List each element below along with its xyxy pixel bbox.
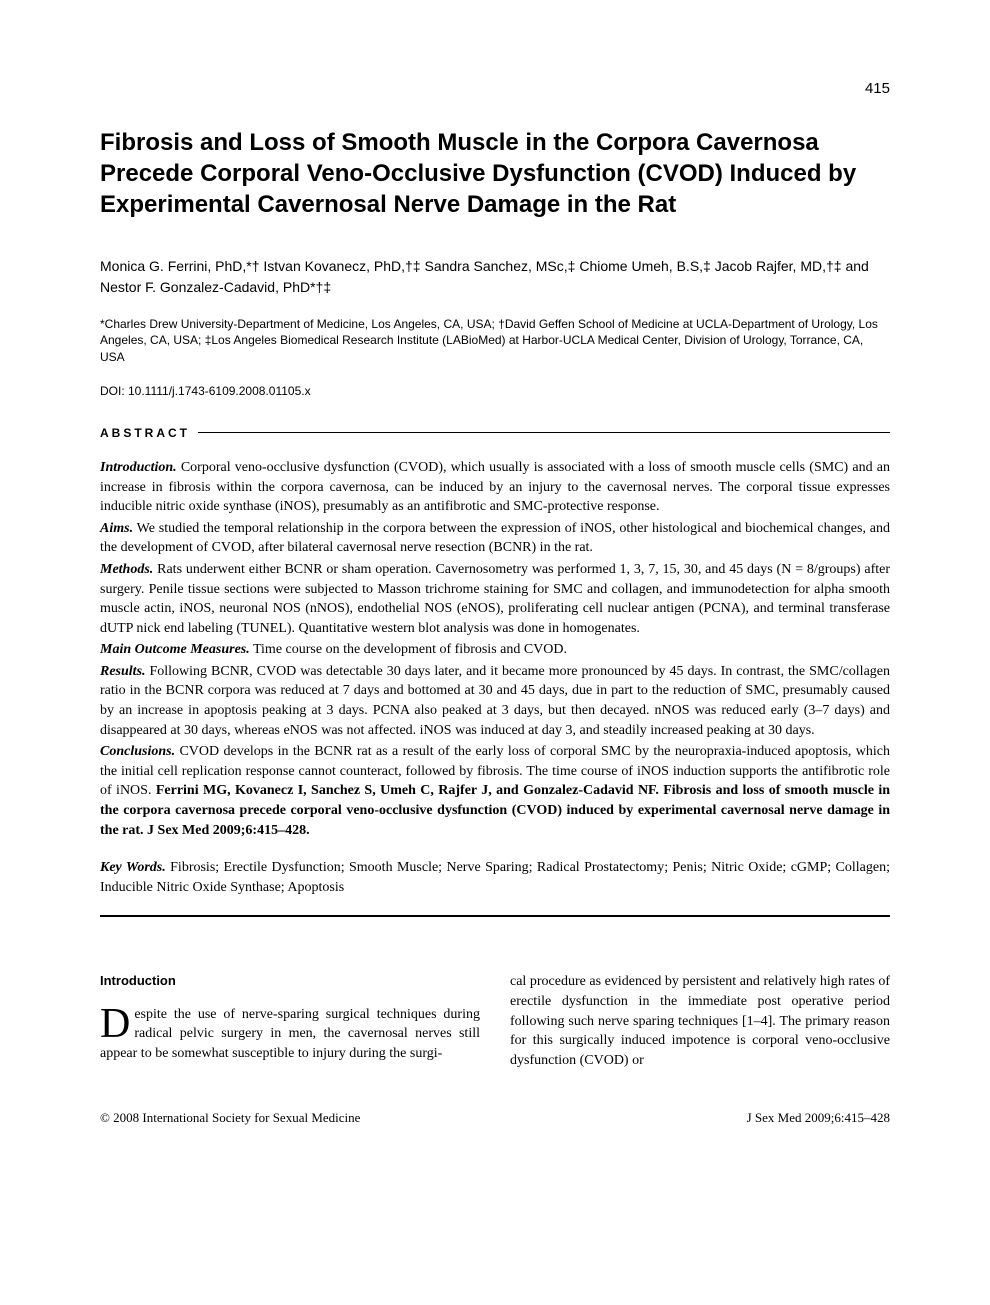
abstract-methods-label: Methods.: [100, 562, 153, 577]
footer-journal-ref: J Sex Med 2009;6:415–428: [747, 1110, 890, 1126]
abstract-citation: Ferrini MG, Kovanecz I, Sanchez S, Umeh …: [100, 783, 890, 837]
abstract-aims-label: Aims.: [100, 521, 133, 536]
affiliations: *Charles Drew University-Department of M…: [100, 316, 890, 366]
page-footer: © 2008 International Society for Sexual …: [100, 1110, 890, 1126]
section-divider: [100, 915, 890, 917]
abstract-aims: Aims. We studied the temporal relationsh…: [100, 519, 890, 558]
intro-paragraph-left: Despite the use of nerve-sparing surgica…: [100, 1005, 480, 1064]
authors-line: Monica G. Ferrini, PhD,*† Istvan Kovanec…: [100, 256, 890, 298]
introduction-heading: Introduction: [100, 972, 480, 990]
keywords: Key Words. Fibrosis; Erectile Dysfunctio…: [100, 858, 890, 897]
abstract-conclusions-label: Conclusions.: [100, 744, 175, 759]
abstract-outcomes: Main Outcome Measures. Time course on th…: [100, 640, 890, 660]
column-right: cal procedure as evidenced by persistent…: [510, 972, 890, 1070]
intro-col1-text: espite the use of nerve-sparing surgical…: [100, 1007, 480, 1061]
footer-copyright: © 2008 International Society for Sexual …: [100, 1110, 360, 1126]
abstract-body: Introduction. Corporal veno-occlusive dy…: [100, 458, 890, 840]
column-left: Introduction Despite the use of nerve-sp…: [100, 972, 480, 1070]
abstract-introduction: Introduction. Corporal veno-occlusive dy…: [100, 458, 890, 517]
abstract-conclusions: Conclusions. CVOD develops in the BCNR r…: [100, 742, 890, 840]
abstract-outcomes-label: Main Outcome Measures.: [100, 642, 250, 657]
abstract-aims-text: We studied the temporal relationship in …: [100, 521, 890, 556]
intro-paragraph-right: cal procedure as evidenced by persistent…: [510, 972, 890, 1070]
abstract-introduction-text: Corporal veno-occlusive dysfunction (CVO…: [100, 460, 890, 514]
abstract-methods: Methods. Rats underwent either BCNR or s…: [100, 560, 890, 638]
abstract-label: ABSTRACT: [100, 426, 190, 440]
doi: DOI: 10.1111/j.1743-6109.2008.01105.x: [100, 384, 890, 398]
body-columns: Introduction Despite the use of nerve-sp…: [100, 972, 890, 1070]
abstract-rule: [198, 432, 890, 433]
abstract-outcomes-text: Time course on the development of fibros…: [250, 642, 567, 657]
abstract-results-label: Results.: [100, 664, 146, 679]
page-number: 415: [100, 80, 890, 97]
dropcap: D: [100, 1005, 134, 1043]
abstract-introduction-label: Introduction.: [100, 460, 177, 475]
abstract-methods-text: Rats underwent either BCNR or sham opera…: [100, 562, 890, 636]
abstract-header: ABSTRACT: [100, 426, 890, 440]
keywords-label: Key Words.: [100, 860, 166, 875]
abstract-results-text: Following BCNR, CVOD was detectable 30 d…: [100, 664, 890, 738]
article-title: Fibrosis and Loss of Smooth Muscle in th…: [100, 127, 890, 221]
keywords-text: Fibrosis; Erectile Dysfunction; Smooth M…: [100, 860, 890, 895]
abstract-results: Results. Following BCNR, CVOD was detect…: [100, 662, 890, 740]
